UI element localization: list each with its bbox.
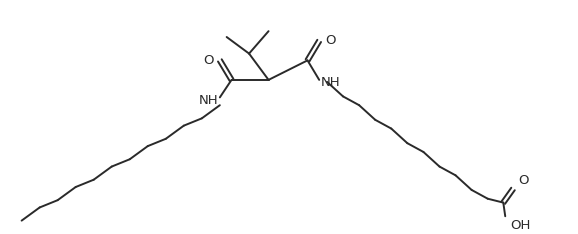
Text: NH: NH bbox=[199, 94, 219, 107]
Text: NH: NH bbox=[321, 76, 341, 89]
Text: OH: OH bbox=[510, 219, 531, 232]
Text: O: O bbox=[203, 54, 214, 67]
Text: O: O bbox=[518, 174, 528, 187]
Text: O: O bbox=[325, 34, 336, 48]
